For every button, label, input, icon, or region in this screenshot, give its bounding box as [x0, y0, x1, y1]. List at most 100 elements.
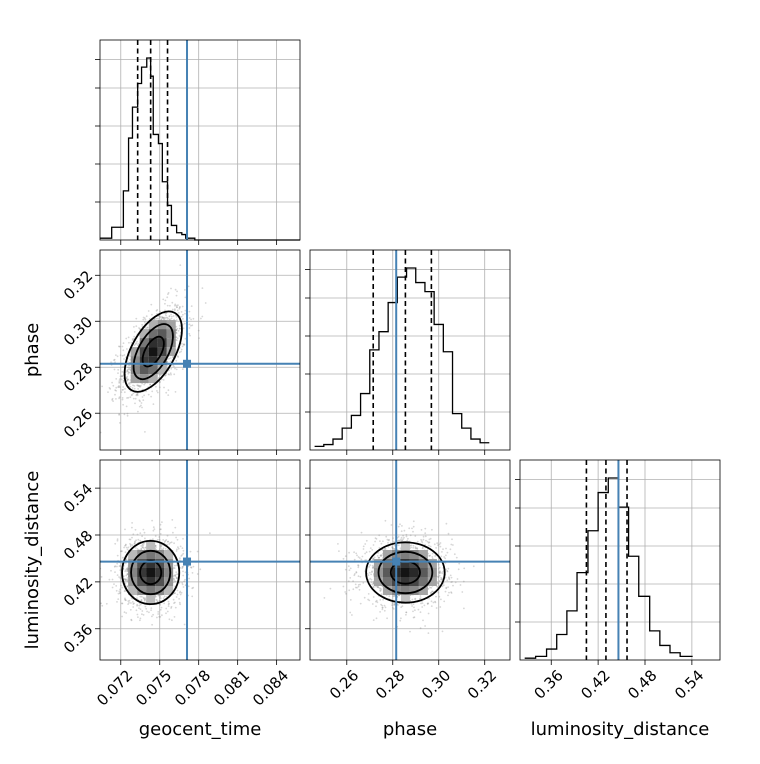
sample-point [126, 414, 129, 417]
sample-point [182, 537, 184, 540]
sample-point [164, 374, 167, 377]
sample-point [401, 539, 404, 542]
sample-point [407, 537, 409, 540]
sample-point [166, 534, 169, 537]
sample-point [419, 627, 422, 630]
sample-point [376, 585, 379, 588]
sample-point [440, 578, 442, 581]
sample-point [427, 588, 430, 590]
sample-point [174, 580, 177, 583]
sample-point [392, 608, 395, 610]
sample-point [391, 606, 394, 609]
sample-point [141, 610, 144, 612]
sample-point [115, 585, 118, 587]
sample-point [405, 611, 408, 614]
sample-point [125, 377, 128, 379]
sample-point [152, 403, 155, 405]
sample-point [352, 588, 355, 591]
sample-point [377, 556, 380, 559]
sample-point [122, 381, 125, 384]
sample-point [129, 385, 132, 388]
sample-point [181, 368, 184, 370]
panel-frame [519, 459, 721, 661]
sample-point [393, 603, 396, 606]
sample-point [180, 350, 183, 353]
sample-point [357, 585, 360, 588]
sample-point [118, 380, 121, 383]
sample-point [118, 414, 120, 416]
axis-label-y-luminosity_distance: luminosity_distance [22, 471, 43, 650]
sample-point [118, 386, 121, 388]
sample-point [134, 540, 136, 543]
density-cell [146, 586, 156, 595]
sample-point [152, 538, 154, 540]
sample-point [139, 617, 142, 620]
sample-point [348, 569, 351, 572]
sample-point [162, 318, 165, 321]
sample-point [143, 383, 146, 386]
sample-point [177, 547, 180, 550]
sample-point [181, 554, 184, 556]
sample-point [358, 557, 361, 559]
sample-point [122, 349, 125, 352]
sample-point [442, 548, 444, 551]
density-cell [166, 320, 176, 330]
sample-point [137, 538, 140, 541]
sample-point [371, 566, 374, 569]
sample-point [353, 551, 355, 554]
sample-point [133, 335, 136, 338]
sample-point [450, 591, 452, 593]
sample-point [127, 396, 130, 399]
sample-point [184, 337, 187, 340]
sample-point [113, 359, 115, 362]
density-cell [382, 577, 392, 586]
sample-point [143, 531, 146, 534]
density-cell [148, 374, 158, 384]
sample-point [162, 597, 165, 599]
sample-point [111, 397, 114, 400]
sample-point [139, 619, 141, 622]
sample-point [403, 536, 405, 539]
sample-point [381, 604, 384, 607]
sample-point [372, 566, 375, 569]
sample-point [348, 551, 350, 554]
sample-point [380, 542, 383, 545]
sample-point [136, 394, 139, 397]
sample-point [162, 379, 165, 381]
sample-point [168, 543, 171, 545]
sample-point [347, 565, 350, 568]
sample-point [107, 391, 109, 393]
sample-point [463, 607, 465, 610]
sample-point [175, 306, 178, 309]
sample-point [117, 592, 120, 595]
sample-point [181, 567, 184, 569]
sample-point [403, 529, 406, 532]
sample-point [382, 540, 384, 543]
sample-point [409, 534, 412, 537]
sample-point [177, 356, 180, 358]
density-cell [418, 568, 428, 577]
sample-point [173, 365, 175, 368]
sample-point [169, 541, 172, 544]
sample-point [412, 546, 415, 549]
panel-frame [309, 249, 511, 451]
sample-point [401, 525, 403, 527]
sample-point [118, 345, 120, 348]
sample-point [158, 386, 161, 389]
sample-point [375, 538, 378, 540]
sample-point [180, 311, 183, 313]
sample-point [126, 579, 128, 582]
sample-point [442, 571, 444, 573]
sample-point [182, 327, 185, 330]
sample-point [141, 323, 144, 326]
sample-point [440, 598, 442, 601]
sample-point [414, 547, 417, 550]
sample-point [128, 364, 131, 367]
sample-point [156, 391, 159, 394]
sample-point [151, 615, 153, 618]
panel-content [100, 460, 300, 660]
sample-point [127, 366, 129, 369]
sample-point [168, 618, 171, 621]
sample-point [165, 316, 168, 319]
sample-point [361, 555, 364, 558]
